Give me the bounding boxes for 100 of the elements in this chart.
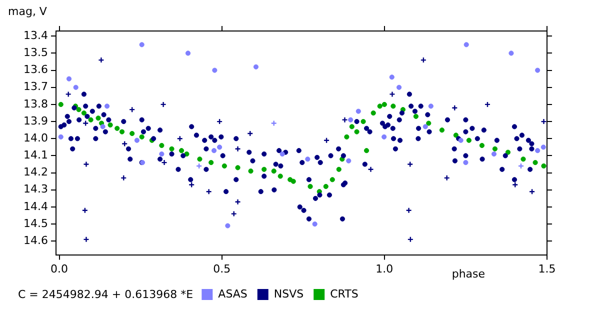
point: [247, 130, 254, 137]
y-tick-label: 13.5: [24, 46, 48, 60]
point: [81, 110, 87, 116]
point: [348, 117, 354, 122]
legend-label: ASAS: [218, 287, 248, 300]
point: [178, 148, 184, 154]
point: [108, 122, 113, 128]
point: [389, 91, 396, 98]
point: [188, 182, 195, 188]
point: [323, 184, 328, 190]
point: [206, 188, 212, 195]
point: [196, 162, 202, 170]
point: [342, 116, 348, 123]
point: [368, 166, 374, 172]
legend-label: NSVS: [274, 287, 304, 300]
point: [217, 144, 222, 150]
x-tick-label: 0.0: [50, 262, 68, 276]
point: [176, 136, 183, 142]
point: [330, 177, 335, 182]
point: [464, 42, 469, 48]
point: [491, 151, 497, 157]
point: [159, 151, 164, 157]
y-tick-label: 14.3: [24, 182, 48, 196]
point: [492, 146, 498, 152]
point: [396, 84, 402, 90]
point: [197, 156, 202, 162]
point: [139, 134, 144, 140]
point: [520, 156, 526, 162]
point: [312, 222, 318, 227]
point: [532, 160, 538, 166]
point: [466, 138, 472, 143]
point: [270, 120, 277, 126]
point: [508, 50, 514, 56]
point: [535, 68, 540, 73]
point: [161, 159, 168, 166]
point: [512, 182, 518, 188]
point: [185, 50, 191, 56]
y-tick-label: 13.6: [24, 63, 48, 76]
x-tick-label: 0.5: [213, 262, 231, 276]
point: [364, 148, 370, 154]
point: [88, 117, 94, 122]
point: [130, 130, 135, 136]
point: [323, 137, 330, 144]
point: [308, 184, 313, 190]
point: [422, 124, 428, 130]
point: [452, 104, 458, 111]
x-tick-label: 1.0: [376, 262, 394, 276]
y-tick-label: 13.8: [24, 97, 48, 110]
point: [120, 174, 127, 182]
point: [66, 76, 72, 82]
point: [262, 166, 267, 172]
point: [208, 160, 214, 166]
point: [349, 124, 354, 130]
point: [389, 74, 394, 80]
point: [370, 110, 376, 116]
point: [428, 104, 434, 109]
point: [234, 146, 241, 152]
point: [382, 102, 387, 108]
point: [211, 148, 217, 154]
point: [484, 101, 491, 108]
point: [360, 118, 366, 124]
point: [407, 236, 414, 243]
y-axis-title: mag, V: [8, 4, 48, 18]
point: [82, 120, 89, 126]
y-tick-label: 14.6: [24, 234, 48, 247]
point: [336, 166, 342, 172]
point: [344, 134, 350, 140]
point: [100, 124, 106, 130]
point: [222, 163, 227, 169]
point: [114, 126, 120, 131]
point: [407, 161, 414, 168]
point: [98, 56, 104, 64]
point: [535, 148, 540, 154]
point: [234, 198, 241, 205]
y-tick-label: 13.9: [24, 114, 48, 128]
point: [444, 174, 450, 182]
point: [377, 104, 382, 109]
point: [479, 142, 485, 148]
text: C = 2454982.94 + 0.613968 *E: [18, 288, 194, 301]
point: [356, 108, 361, 114]
point: [160, 101, 166, 108]
point: [463, 160, 468, 166]
point: [439, 128, 445, 133]
point: [305, 156, 310, 162]
point: [169, 146, 174, 152]
point: [58, 134, 64, 140]
point: [134, 138, 140, 143]
y-tick-label: 14.4: [24, 200, 48, 213]
point: [253, 64, 259, 70]
y-tick-label: 14.5: [24, 216, 48, 230]
point: [413, 114, 419, 119]
legend-label: CRTS: [330, 287, 358, 300]
point: [73, 84, 78, 90]
y-tick-label: 14.1: [24, 148, 48, 162]
point: [420, 56, 427, 64]
point: [139, 42, 144, 48]
point: [280, 151, 285, 157]
point: [82, 207, 88, 214]
point: [122, 140, 128, 147]
point: [76, 107, 82, 112]
